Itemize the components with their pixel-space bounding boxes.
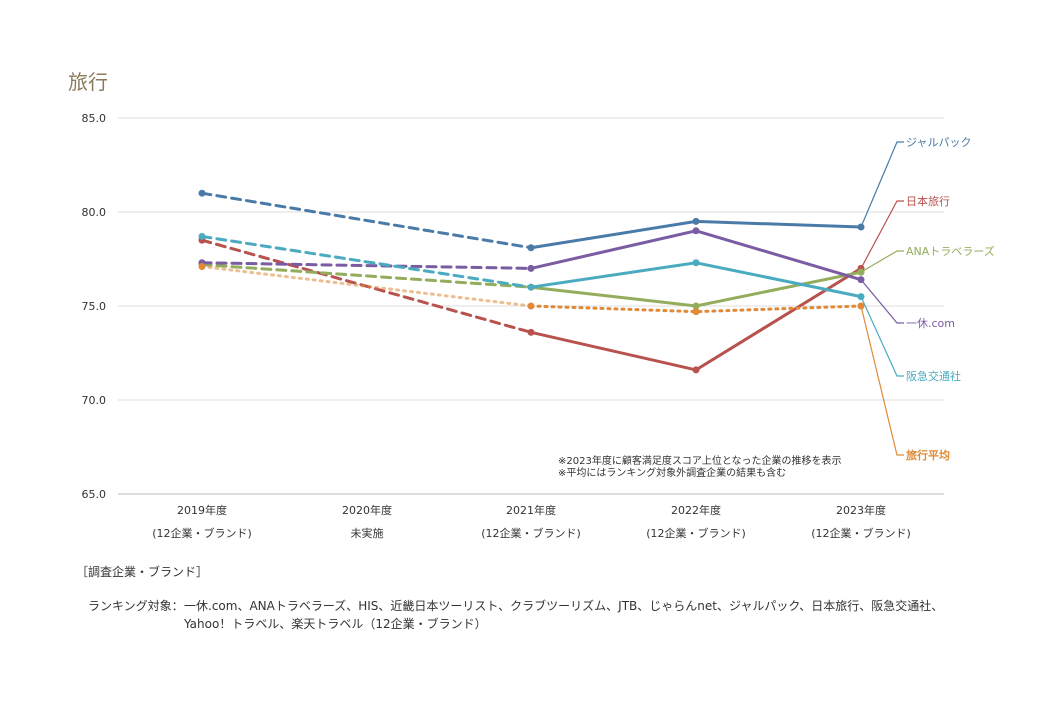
series-line-dashed bbox=[200, 191, 533, 250]
x-tick-label: 2021年度 bbox=[506, 503, 556, 517]
series-line-dashed bbox=[200, 238, 533, 334]
x-tick-sublabel: (12企業・ブランド) bbox=[152, 526, 252, 540]
series-leader-line bbox=[860, 200, 904, 269]
series-line bbox=[529, 219, 863, 250]
series-line-dashed bbox=[200, 234, 533, 289]
chart-note-2: ※平均にはランキング対象外調査企業の結果も含む bbox=[558, 468, 787, 479]
series-label: 日本旅行 bbox=[906, 194, 950, 208]
y-tick-label: 75.0 bbox=[82, 300, 107, 313]
series-line-dashed bbox=[200, 265, 533, 308]
x-tick-sublabel: (12企業・ブランド) bbox=[811, 526, 911, 540]
y-tick-label: 80.0 bbox=[82, 206, 107, 219]
series-leader-line bbox=[860, 279, 904, 324]
x-tick-sublabel: 未実施 bbox=[351, 526, 384, 540]
x-tick-sublabel: (12企業・ブランド) bbox=[481, 526, 581, 540]
series-line bbox=[529, 229, 863, 282]
data-point bbox=[692, 259, 700, 267]
series-line-dashed bbox=[200, 261, 533, 270]
ranking-text: 一休.com、ANAトラベラーズ、HIS、近畿日本ツーリスト、クラブツーリズム、… bbox=[184, 599, 944, 631]
data-point bbox=[692, 227, 700, 235]
data-point bbox=[527, 264, 535, 272]
series-label: ANAトラベラーズ bbox=[906, 244, 995, 258]
data-point bbox=[692, 302, 700, 310]
data-point bbox=[198, 232, 206, 240]
data-point bbox=[527, 283, 535, 291]
series-label: ジャルパック bbox=[906, 136, 971, 149]
y-tick-label: 70.0 bbox=[82, 394, 107, 407]
chart-title: 旅行 bbox=[68, 70, 108, 94]
data-point bbox=[692, 217, 700, 225]
x-tick-label: 2020年度 bbox=[342, 503, 392, 517]
data-point bbox=[198, 263, 206, 271]
data-point bbox=[527, 328, 535, 336]
data-point bbox=[527, 244, 535, 252]
series-points bbox=[198, 189, 865, 374]
companies-heading: ［調査企業・ブランド］ bbox=[76, 565, 209, 579]
series-leader-line bbox=[860, 305, 904, 456]
series-label: 一休.com bbox=[906, 317, 955, 330]
x-tick-label: 2022年度 bbox=[671, 503, 721, 517]
data-point bbox=[198, 189, 206, 197]
data-point bbox=[527, 302, 535, 310]
series-leader-line bbox=[860, 141, 904, 228]
ranking-label: ランキング対象： bbox=[88, 599, 184, 613]
y-axis-ticks: 65.0 70.0 75.0 80.0 85.0 bbox=[82, 112, 107, 501]
series-leader-line bbox=[860, 250, 904, 273]
series-label: 旅行平均 bbox=[906, 448, 950, 462]
series-label: 阪急交通社 bbox=[906, 369, 961, 383]
series-lines bbox=[200, 191, 863, 372]
x-tick-sublabel: (12企業・ブランド) bbox=[646, 526, 746, 540]
series-leader-line bbox=[860, 296, 904, 377]
chart-note-1: ※2023年度に顧客満足度スコア上位となった企業の推移を表示 bbox=[558, 456, 842, 467]
data-point bbox=[692, 308, 700, 316]
x-tick-label: 2019年度 bbox=[177, 503, 227, 517]
y-tick-label: 85.0 bbox=[82, 112, 107, 125]
series-line bbox=[529, 270, 863, 308]
series-line-dashed bbox=[200, 263, 533, 289]
data-point bbox=[692, 366, 700, 374]
series-line bbox=[529, 304, 863, 314]
y-tick-label: 65.0 bbox=[82, 488, 107, 501]
x-tick-label: 2023年度 bbox=[836, 503, 886, 517]
